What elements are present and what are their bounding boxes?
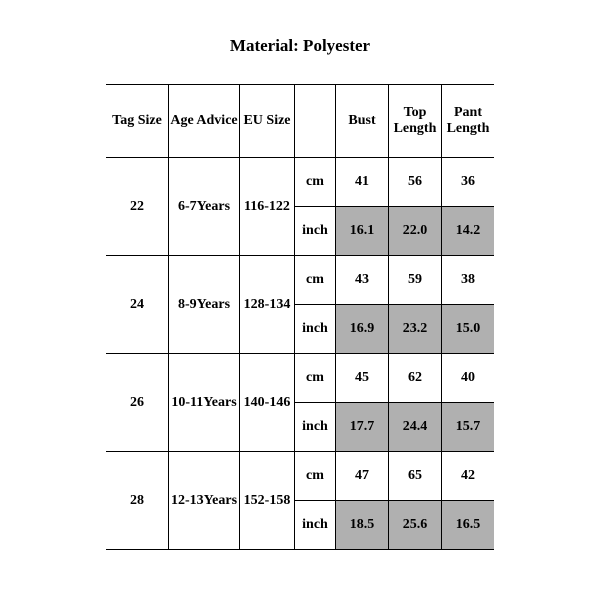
col-bust: Bust [336,85,389,158]
cell-tag-size: 22 [106,158,169,256]
cell-unit: inch [295,207,336,256]
cell-top: 59 [389,256,442,305]
cell-top: 22.0 [389,207,442,256]
cell-tag-size: 26 [106,354,169,452]
table-row: 26 10-11Years 140-146 cm 45 62 40 [106,354,494,403]
cell-bust: 45 [336,354,389,403]
cell-unit: cm [295,158,336,207]
cell-pant: 36 [442,158,495,207]
cell-age-advice: 12-13Years [169,452,240,550]
cell-top: 65 [389,452,442,501]
cell-pant: 15.0 [442,305,495,354]
cell-age-advice: 6-7Years [169,158,240,256]
cell-bust: 41 [336,158,389,207]
size-table: Tag Size Age Advice EU Size Bust Top Len… [106,84,494,550]
cell-tag-size: 24 [106,256,169,354]
cell-bust: 16.9 [336,305,389,354]
cell-top: 25.6 [389,501,442,550]
col-tag-size: Tag Size [106,85,169,158]
cell-bust: 16.1 [336,207,389,256]
cell-pant: 15.7 [442,403,495,452]
cell-top: 23.2 [389,305,442,354]
cell-pant: 42 [442,452,495,501]
cell-top: 56 [389,158,442,207]
col-age-advice: Age Advice [169,85,240,158]
cell-unit: cm [295,354,336,403]
cell-bust: 43 [336,256,389,305]
col-pant-length: Pant Length [442,85,495,158]
cell-eu-size: 128-134 [240,256,295,354]
cell-unit: inch [295,403,336,452]
page: Material: Polyester Tag Size Age Advice … [0,0,600,600]
table-row: 22 6-7Years 116-122 cm 41 56 36 [106,158,494,207]
cell-eu-size: 116-122 [240,158,295,256]
cell-bust: 17.7 [336,403,389,452]
cell-top: 62 [389,354,442,403]
table-header-row: Tag Size Age Advice EU Size Bust Top Len… [106,85,494,158]
cell-pant: 40 [442,354,495,403]
cell-unit: inch [295,501,336,550]
cell-age-advice: 8-9Years [169,256,240,354]
cell-bust: 18.5 [336,501,389,550]
col-top-length: Top Length [389,85,442,158]
cell-eu-size: 140-146 [240,354,295,452]
table-row: 28 12-13Years 152-158 cm 47 65 42 [106,452,494,501]
cell-unit: cm [295,256,336,305]
cell-unit: cm [295,452,336,501]
cell-pant: 38 [442,256,495,305]
cell-bust: 47 [336,452,389,501]
col-unit [295,85,336,158]
table-row: 24 8-9Years 128-134 cm 43 59 38 [106,256,494,305]
cell-tag-size: 28 [106,452,169,550]
cell-top: 24.4 [389,403,442,452]
cell-pant: 16.5 [442,501,495,550]
cell-eu-size: 152-158 [240,452,295,550]
cell-age-advice: 10-11Years [169,354,240,452]
page-title: Material: Polyester [0,0,600,84]
col-eu-size: EU Size [240,85,295,158]
cell-unit: inch [295,305,336,354]
cell-pant: 14.2 [442,207,495,256]
